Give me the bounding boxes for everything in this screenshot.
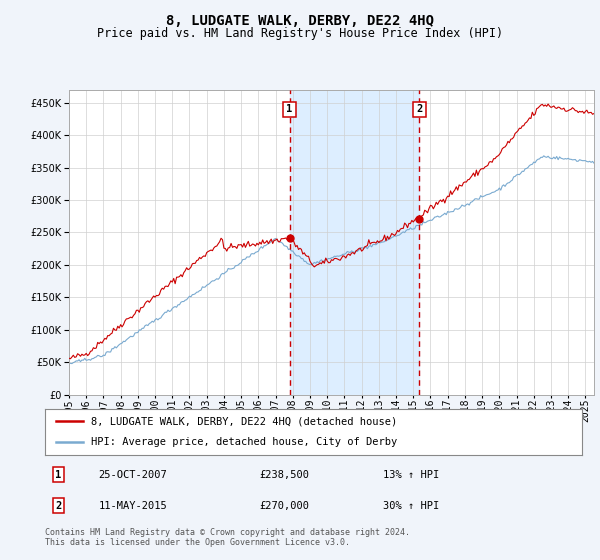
Bar: [290, 90, 419, 395]
Text: £238,500: £238,500: [260, 470, 310, 480]
Text: HPI: Average price, detached house, City of Derby: HPI: Average price, detached house, City…: [91, 437, 397, 447]
Text: 25-OCT-2007: 25-OCT-2007: [98, 470, 167, 480]
Text: 2: 2: [55, 501, 62, 511]
Text: 2: 2: [416, 104, 422, 114]
Text: Price paid vs. HM Land Registry's House Price Index (HPI): Price paid vs. HM Land Registry's House …: [97, 27, 503, 40]
Text: 13% ↑ HPI: 13% ↑ HPI: [383, 470, 440, 480]
Text: £270,000: £270,000: [260, 501, 310, 511]
Text: 8, LUDGATE WALK, DERBY, DE22 4HQ (detached house): 8, LUDGATE WALK, DERBY, DE22 4HQ (detach…: [91, 416, 397, 426]
Text: Contains HM Land Registry data © Crown copyright and database right 2024.
This d: Contains HM Land Registry data © Crown c…: [45, 528, 410, 547]
Text: 1: 1: [55, 470, 62, 480]
Text: 30% ↑ HPI: 30% ↑ HPI: [383, 501, 440, 511]
Text: 1: 1: [286, 104, 293, 114]
Text: 8, LUDGATE WALK, DERBY, DE22 4HQ: 8, LUDGATE WALK, DERBY, DE22 4HQ: [166, 14, 434, 28]
Text: 11-MAY-2015: 11-MAY-2015: [98, 501, 167, 511]
